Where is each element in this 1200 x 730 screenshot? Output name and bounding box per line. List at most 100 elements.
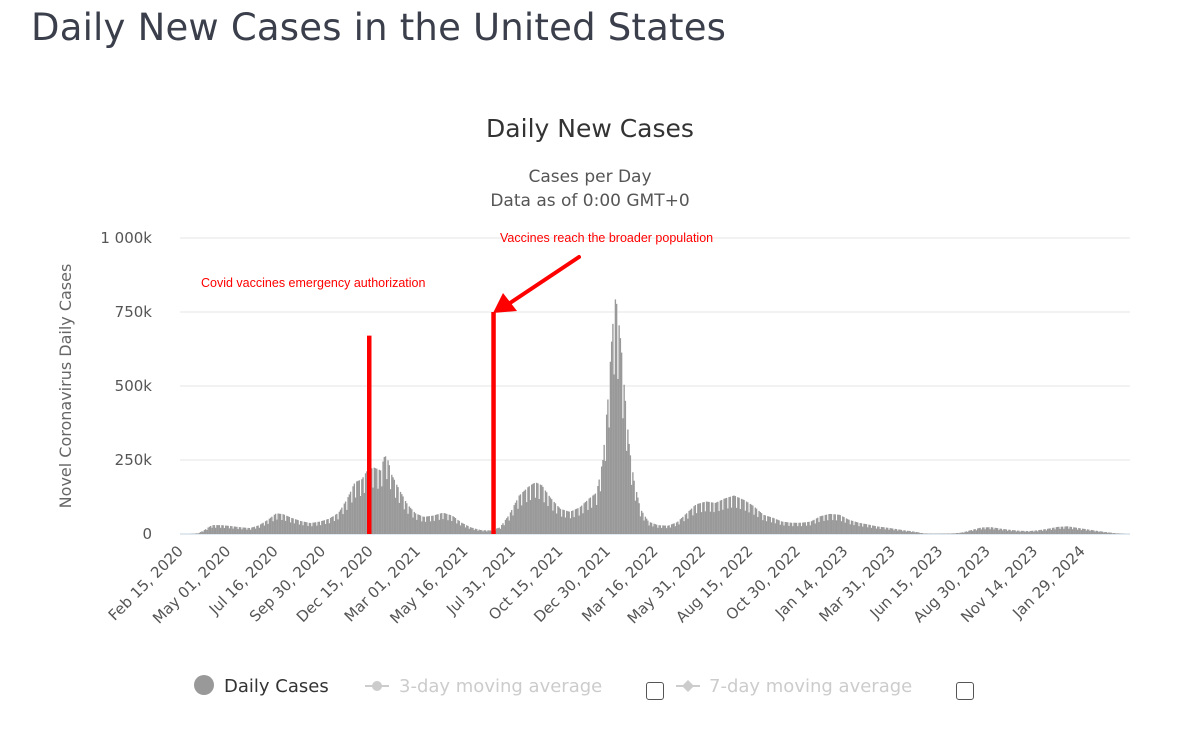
bar bbox=[829, 513, 831, 534]
bar bbox=[895, 529, 898, 534]
bar bbox=[286, 515, 288, 534]
bar bbox=[558, 507, 560, 534]
bar bbox=[1020, 530, 1023, 534]
bar bbox=[697, 503, 699, 534]
bar bbox=[840, 521, 843, 534]
bar bbox=[1085, 530, 1088, 534]
bar bbox=[780, 521, 783, 534]
bar bbox=[282, 514, 284, 534]
bar bbox=[754, 507, 756, 534]
bar bbox=[348, 494, 351, 534]
bar bbox=[625, 450, 628, 534]
legend-label-3day: 3-day moving average bbox=[399, 676, 602, 697]
bar bbox=[1105, 532, 1108, 534]
bar bbox=[267, 523, 269, 534]
bar bbox=[1010, 531, 1013, 534]
bar bbox=[487, 530, 489, 534]
bar bbox=[258, 527, 261, 534]
bar bbox=[502, 523, 504, 534]
bar bbox=[512, 515, 514, 534]
bar bbox=[894, 528, 896, 534]
bar bbox=[844, 522, 846, 534]
bar bbox=[1050, 529, 1053, 534]
bar bbox=[1046, 528, 1049, 534]
bar bbox=[414, 513, 417, 534]
bar bbox=[262, 522, 264, 534]
bar bbox=[504, 519, 507, 534]
bar bbox=[674, 526, 677, 534]
bar bbox=[198, 532, 201, 534]
legend-marker-7day-symbol bbox=[682, 680, 694, 692]
bar bbox=[960, 532, 963, 534]
bar bbox=[1000, 528, 1003, 534]
bar bbox=[334, 514, 337, 534]
bar bbox=[271, 516, 273, 534]
bar bbox=[1034, 530, 1036, 534]
seven-day-average-checkbox[interactable] bbox=[956, 682, 974, 700]
bar bbox=[433, 520, 435, 534]
bar bbox=[996, 528, 999, 534]
bar bbox=[424, 521, 427, 534]
bar bbox=[807, 521, 809, 534]
bar bbox=[263, 525, 266, 534]
bar bbox=[1033, 531, 1035, 534]
bar bbox=[227, 525, 229, 534]
bar bbox=[239, 527, 242, 534]
bar bbox=[397, 487, 399, 534]
bar bbox=[1006, 530, 1009, 534]
bar bbox=[687, 518, 689, 534]
bar bbox=[481, 530, 483, 534]
bar bbox=[266, 520, 268, 534]
bar bbox=[643, 520, 645, 534]
y-axis-title: Novel Coronavirus Daily Cases bbox=[56, 264, 75, 509]
bar bbox=[201, 531, 203, 534]
bar bbox=[474, 528, 477, 534]
bar bbox=[437, 514, 439, 534]
bar bbox=[787, 522, 789, 534]
bar bbox=[605, 414, 608, 534]
bar bbox=[998, 530, 1000, 534]
bar bbox=[978, 528, 980, 534]
bar bbox=[361, 479, 363, 534]
bar bbox=[799, 522, 801, 534]
bar bbox=[817, 517, 819, 534]
annotation-eua-text: Covid vaccines emergency authorization bbox=[201, 276, 425, 290]
bar bbox=[956, 532, 959, 534]
bar bbox=[389, 489, 392, 534]
bar bbox=[618, 325, 620, 534]
bar bbox=[588, 498, 590, 534]
three-day-average-checkbox[interactable] bbox=[646, 682, 664, 700]
bar bbox=[1076, 529, 1079, 534]
bar bbox=[718, 511, 720, 534]
bar bbox=[765, 521, 768, 534]
bar bbox=[595, 504, 598, 534]
bar bbox=[1055, 527, 1058, 534]
bar bbox=[854, 521, 856, 534]
bar bbox=[366, 471, 368, 534]
bar bbox=[655, 524, 658, 534]
bar bbox=[453, 517, 455, 534]
bar bbox=[707, 501, 709, 534]
bar bbox=[976, 528, 979, 534]
bar bbox=[622, 418, 624, 534]
bar bbox=[299, 520, 302, 534]
bar bbox=[775, 519, 778, 534]
bar bbox=[249, 529, 252, 534]
bar bbox=[984, 529, 986, 534]
bar bbox=[281, 520, 283, 534]
bar bbox=[513, 505, 515, 534]
bar bbox=[1113, 533, 1115, 534]
bar bbox=[426, 516, 428, 534]
bar bbox=[217, 525, 219, 534]
bar bbox=[710, 502, 713, 534]
bar bbox=[745, 501, 748, 534]
bar bbox=[1008, 529, 1010, 534]
bar bbox=[372, 487, 374, 534]
bar bbox=[694, 504, 697, 534]
bar bbox=[668, 525, 670, 534]
bar bbox=[598, 479, 600, 534]
bar bbox=[514, 502, 517, 534]
bar bbox=[1061, 526, 1064, 534]
bar bbox=[889, 528, 891, 534]
